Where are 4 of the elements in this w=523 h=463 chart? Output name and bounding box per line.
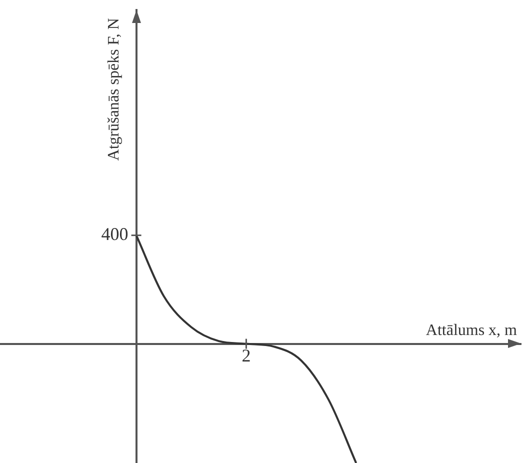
y-axis-title: Atgrūšanās spēks F, N [106,18,122,161]
annotation: 400 [101,224,128,244]
annotation: 2 [242,346,251,366]
x-axis-title: Attālums x, m [426,322,518,339]
